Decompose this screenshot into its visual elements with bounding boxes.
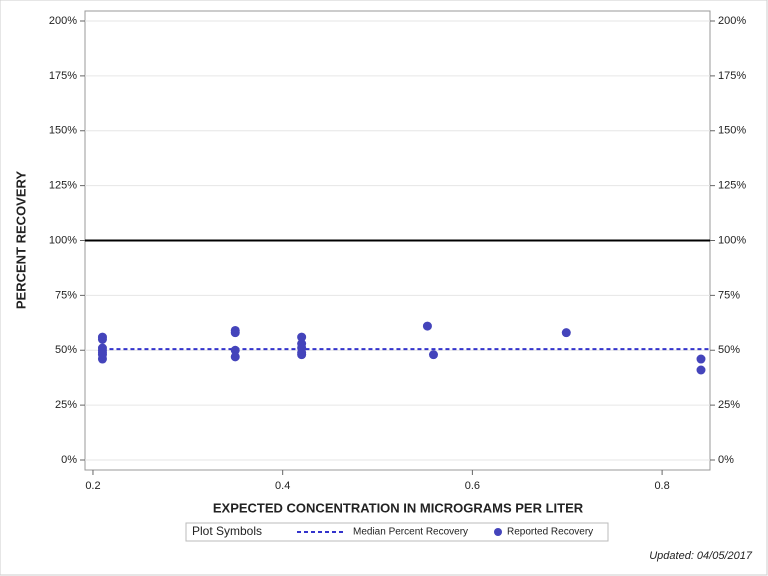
data-point bbox=[97, 334, 107, 344]
legend-title: Plot Symbols bbox=[192, 524, 262, 538]
y-tick-label: 150% bbox=[49, 125, 77, 137]
data-point bbox=[297, 350, 307, 360]
y-tick-label: 175% bbox=[49, 70, 77, 82]
legend-label: Median Percent Recovery bbox=[353, 527, 468, 538]
y2-tick-label: 175% bbox=[718, 70, 746, 82]
legend-swatch bbox=[494, 528, 502, 536]
data-point bbox=[97, 354, 107, 364]
data-point bbox=[422, 321, 432, 331]
x-tick-label: 0.2 bbox=[85, 480, 100, 492]
data-point bbox=[297, 332, 307, 342]
y2-tick-label: 0% bbox=[718, 454, 734, 466]
data-point bbox=[230, 345, 240, 355]
y2-tick-label: 200% bbox=[718, 15, 746, 27]
y-tick-label: 0% bbox=[61, 454, 77, 466]
data-point bbox=[696, 354, 706, 364]
data-point bbox=[428, 350, 438, 360]
legend bbox=[185, 522, 609, 542]
y-tick-label: 25% bbox=[55, 399, 77, 411]
data-point bbox=[230, 352, 240, 362]
legend-label: Reported Recovery bbox=[507, 527, 593, 538]
y-tick-label: 75% bbox=[55, 289, 77, 301]
x-tick-label: 0.8 bbox=[654, 480, 669, 492]
y2-tick-label: 100% bbox=[718, 234, 746, 246]
data-point bbox=[696, 365, 706, 375]
y-tick-label: 200% bbox=[49, 15, 77, 27]
y-axis-label: PERCENT RECOVERY bbox=[13, 171, 28, 310]
data-point bbox=[561, 328, 571, 338]
x-tick-label: 0.6 bbox=[465, 480, 480, 492]
x-tick-label: 0.4 bbox=[275, 480, 290, 492]
y2-tick-label: 75% bbox=[718, 289, 740, 301]
y-tick-label: 50% bbox=[55, 344, 77, 356]
y2-tick-label: 25% bbox=[718, 399, 740, 411]
footer: Updated: 04/05/2017 bbox=[649, 550, 753, 562]
y-tick-label: 100% bbox=[49, 234, 77, 246]
y-tick-label: 125% bbox=[49, 180, 77, 192]
x-axis-label: EXPECTED CONCENTRATION IN MICROGRAMS PER… bbox=[213, 500, 584, 515]
data-point bbox=[230, 328, 240, 338]
y2-tick-label: 125% bbox=[718, 180, 746, 192]
y2-tick-label: 50% bbox=[718, 344, 740, 356]
y2-tick-label: 150% bbox=[718, 125, 746, 137]
